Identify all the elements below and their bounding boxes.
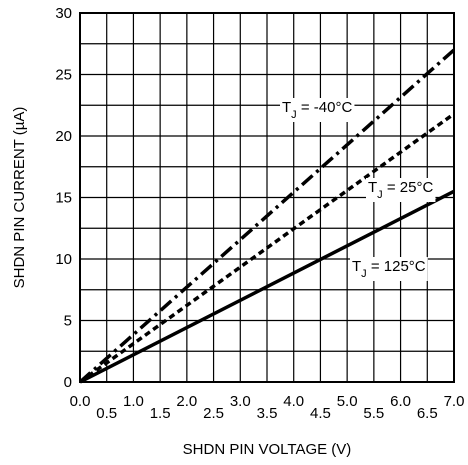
- y-tick-label: 20: [55, 128, 72, 145]
- series-label-25: TJ = 25°C: [368, 179, 433, 201]
- x-tick-label: 2.5: [203, 405, 224, 422]
- y-tick-labels: 0 5 10 15 20 25 30: [55, 5, 72, 391]
- plot-frame: [79, 12, 455, 383]
- x-tick-label: 6.5: [417, 405, 438, 422]
- x-tick-label: 3.5: [257, 405, 278, 422]
- annotation-background: [366, 178, 436, 202]
- x-tick-label: 1.0: [123, 393, 144, 410]
- y-axis-label: SHDN PIN CURRENT (µA): [11, 107, 28, 289]
- x-tick-label: 7.0: [444, 393, 465, 410]
- y-tick-label: 25: [55, 67, 72, 84]
- x-axis-label: SHDN PIN VOLTAGE (V): [183, 441, 352, 458]
- x-tick-label: 5.0: [337, 393, 358, 410]
- x-tick-label: 5.5: [363, 405, 384, 422]
- x-tick-label: 4.5: [310, 405, 331, 422]
- x-tick-label: 4.0: [283, 393, 304, 410]
- y-tick-label: 10: [55, 251, 72, 268]
- series-label-125: TJ = 125°C: [352, 258, 426, 280]
- y-tick-label: 5: [64, 313, 72, 330]
- annotation-background: [350, 257, 428, 281]
- y-tick-label: 0: [64, 374, 72, 391]
- y-tick-label: 15: [55, 190, 72, 207]
- x-tick-label: 6.0: [390, 393, 411, 410]
- x-tick-label: 3.0: [230, 393, 251, 410]
- series-line-2: [79, 189, 455, 384]
- x-tick-label: 2.0: [176, 393, 197, 410]
- y-tick-label: 30: [55, 5, 72, 22]
- x-tick-label: 1.5: [150, 405, 171, 422]
- x-tick-labels: 0.0 1.0 2.0 3.0 4.0 5.0 6.0 7.0 0.5 1.5 2.5 3.5 4.5 5…: [70, 393, 465, 422]
- series-line-0: [78, 48, 456, 384]
- series-label-minus40: TJ = -40°C: [282, 99, 352, 121]
- series-line-1: [78, 112, 456, 384]
- x-tick-label: 0.5: [96, 405, 117, 422]
- annotation-background: [280, 98, 355, 122]
- x-tick-label: 0.0: [70, 393, 91, 410]
- series-lines: [78, 48, 456, 384]
